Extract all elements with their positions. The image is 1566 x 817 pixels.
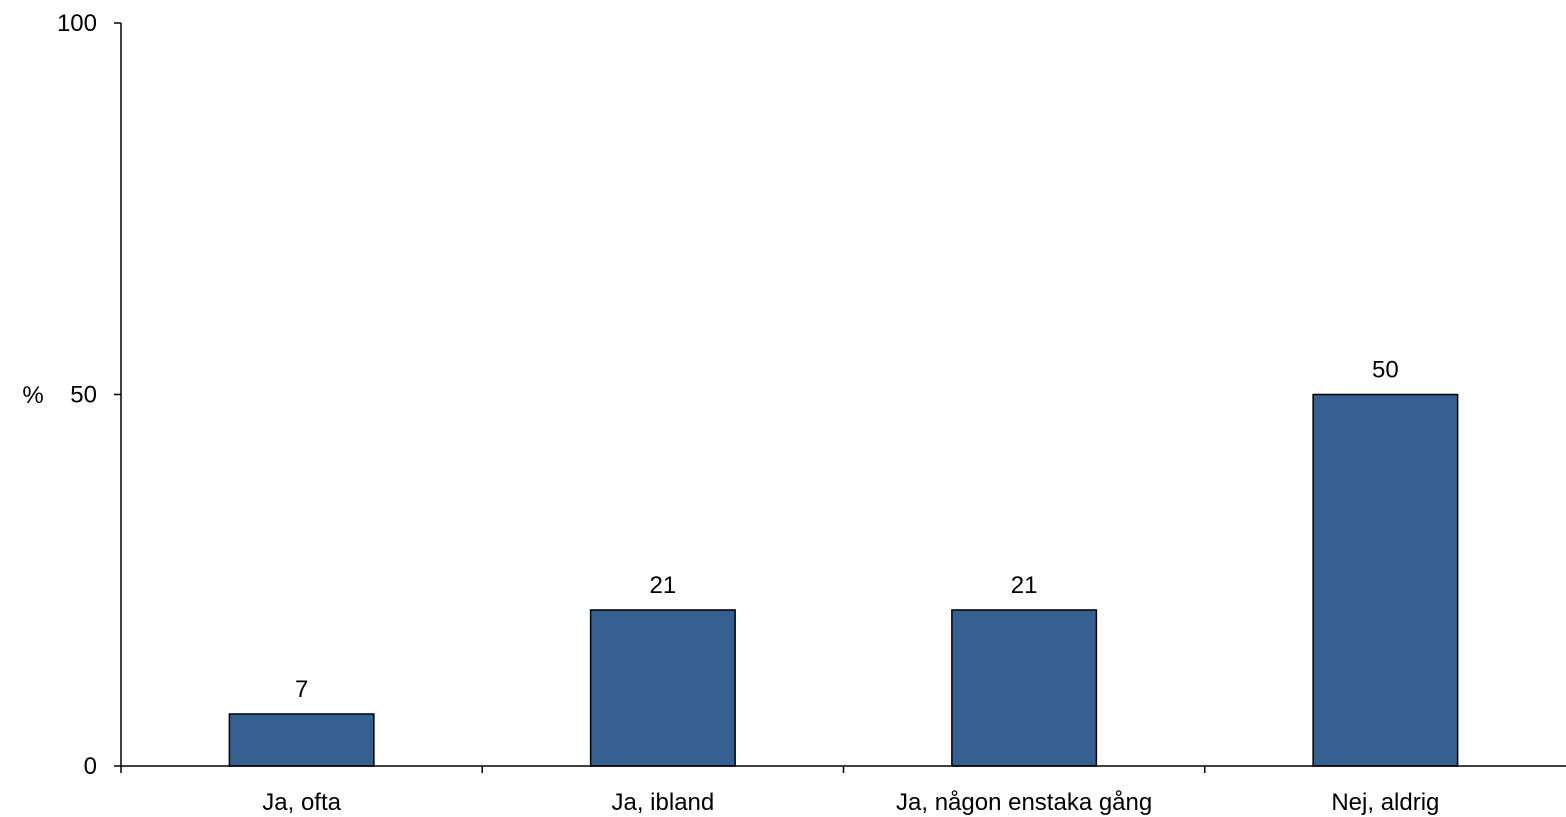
- bar: [589, 609, 736, 767]
- data-label: 7: [295, 676, 308, 703]
- bar: [1312, 393, 1459, 767]
- bar: [951, 609, 1098, 767]
- bar: [228, 713, 375, 767]
- y-axis-ticks: 0 50 100: [57, 10, 121, 780]
- y-tick-label: 100: [57, 10, 97, 37]
- y-tick-label: 50: [70, 382, 97, 409]
- data-labels: 7 21 21 50: [295, 357, 1399, 703]
- bars: [228, 393, 1459, 767]
- data-label: 50: [1372, 357, 1399, 384]
- x-tick-label: Ja, ibland: [612, 789, 715, 816]
- x-axis-ticks: Ja, ofta Ja, ibland Ja, någon enstaka gång…: [120, 766, 1439, 816]
- y-axis-label: %: [22, 382, 43, 409]
- x-tick-label: Ja, ofta: [262, 789, 341, 816]
- x-tick-label: Ja, någon enstaka gång: [896, 789, 1152, 816]
- data-label: 21: [650, 572, 677, 599]
- x-tick-label: Nej, aldrig: [1331, 789, 1439, 816]
- y-tick-label: 0: [84, 753, 97, 780]
- data-label: 21: [1011, 572, 1038, 599]
